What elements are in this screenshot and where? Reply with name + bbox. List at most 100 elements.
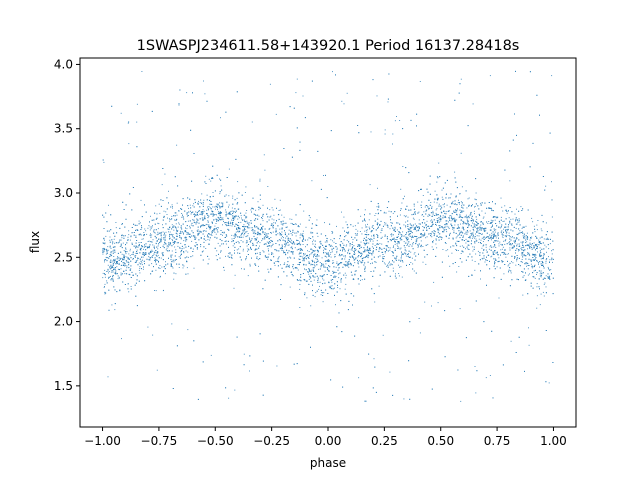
data-points <box>102 70 554 402</box>
data-point <box>392 247 394 248</box>
data-point <box>267 207 268 209</box>
data-point <box>194 213 195 215</box>
data-point <box>206 209 208 211</box>
data-point <box>386 207 388 208</box>
data-point <box>383 262 385 264</box>
data-point <box>527 244 529 246</box>
data-point <box>290 233 292 234</box>
data-point <box>178 267 180 268</box>
data-point <box>155 237 157 239</box>
data-point <box>416 225 418 226</box>
data-point <box>284 230 285 232</box>
data-point <box>130 286 132 287</box>
data-point <box>403 398 405 400</box>
data-point <box>514 242 516 244</box>
data-point <box>159 212 161 214</box>
data-point <box>306 297 308 299</box>
data-point <box>378 226 379 228</box>
data-point <box>338 312 340 314</box>
data-point <box>552 261 553 263</box>
data-point <box>313 279 315 281</box>
data-point <box>299 255 301 257</box>
data-point <box>276 365 278 367</box>
data-point <box>522 235 524 237</box>
data-point <box>172 236 174 238</box>
data-point <box>128 262 130 264</box>
data-point <box>504 252 506 254</box>
data-point <box>471 274 473 276</box>
data-point <box>531 248 533 250</box>
data-point <box>234 211 236 213</box>
data-point <box>377 243 379 245</box>
data-point <box>304 268 305 270</box>
data-point <box>130 268 132 270</box>
data-point <box>220 202 222 204</box>
data-point <box>408 234 410 236</box>
data-point <box>390 263 392 265</box>
data-point <box>377 187 378 189</box>
data-point <box>399 266 400 268</box>
data-point <box>365 236 367 238</box>
data-point <box>259 245 260 247</box>
data-point <box>337 269 339 271</box>
data-point <box>542 291 544 293</box>
data-point <box>537 260 538 262</box>
data-point <box>502 210 504 212</box>
data-point <box>443 231 445 233</box>
data-point <box>323 292 325 294</box>
data-point <box>129 193 131 195</box>
data-point <box>335 304 336 306</box>
data-point <box>302 230 304 232</box>
data-point <box>253 232 255 234</box>
data-point <box>538 239 540 241</box>
data-point <box>106 249 108 251</box>
data-point <box>407 228 409 230</box>
data-point <box>392 255 394 257</box>
data-point <box>440 220 442 222</box>
data-point <box>182 216 184 218</box>
data-point <box>353 250 355 252</box>
data-point <box>208 206 210 207</box>
data-point <box>474 213 475 215</box>
data-point <box>169 244 171 246</box>
data-point <box>124 273 126 275</box>
data-point <box>493 236 495 238</box>
data-point <box>495 252 497 254</box>
data-point <box>272 253 274 255</box>
data-point <box>452 245 454 247</box>
data-point <box>298 258 300 260</box>
data-point <box>187 329 189 331</box>
data-point <box>195 223 197 225</box>
data-point <box>183 240 185 242</box>
data-point <box>484 261 486 263</box>
data-point <box>270 237 272 238</box>
data-point <box>534 277 536 279</box>
data-point <box>452 237 454 239</box>
data-point <box>110 266 112 268</box>
data-point <box>315 292 317 294</box>
data-point <box>461 205 463 207</box>
data-point <box>343 255 345 257</box>
data-point <box>530 238 532 239</box>
data-point <box>287 237 289 239</box>
data-point <box>368 253 370 254</box>
data-point <box>185 236 187 238</box>
data-point <box>362 251 364 253</box>
data-point <box>505 226 507 228</box>
data-point <box>313 254 315 256</box>
data-point <box>285 244 287 246</box>
data-point <box>533 225 535 227</box>
data-point <box>182 204 183 206</box>
data-point <box>445 197 447 199</box>
data-point <box>374 301 376 303</box>
data-point <box>418 318 420 319</box>
data-point <box>399 248 401 250</box>
data-point <box>335 275 337 277</box>
data-point <box>482 241 484 242</box>
data-point <box>398 231 400 233</box>
data-point <box>414 252 416 254</box>
data-point <box>364 230 366 232</box>
data-point <box>147 326 149 328</box>
data-point <box>544 282 546 284</box>
data-point <box>548 275 550 277</box>
